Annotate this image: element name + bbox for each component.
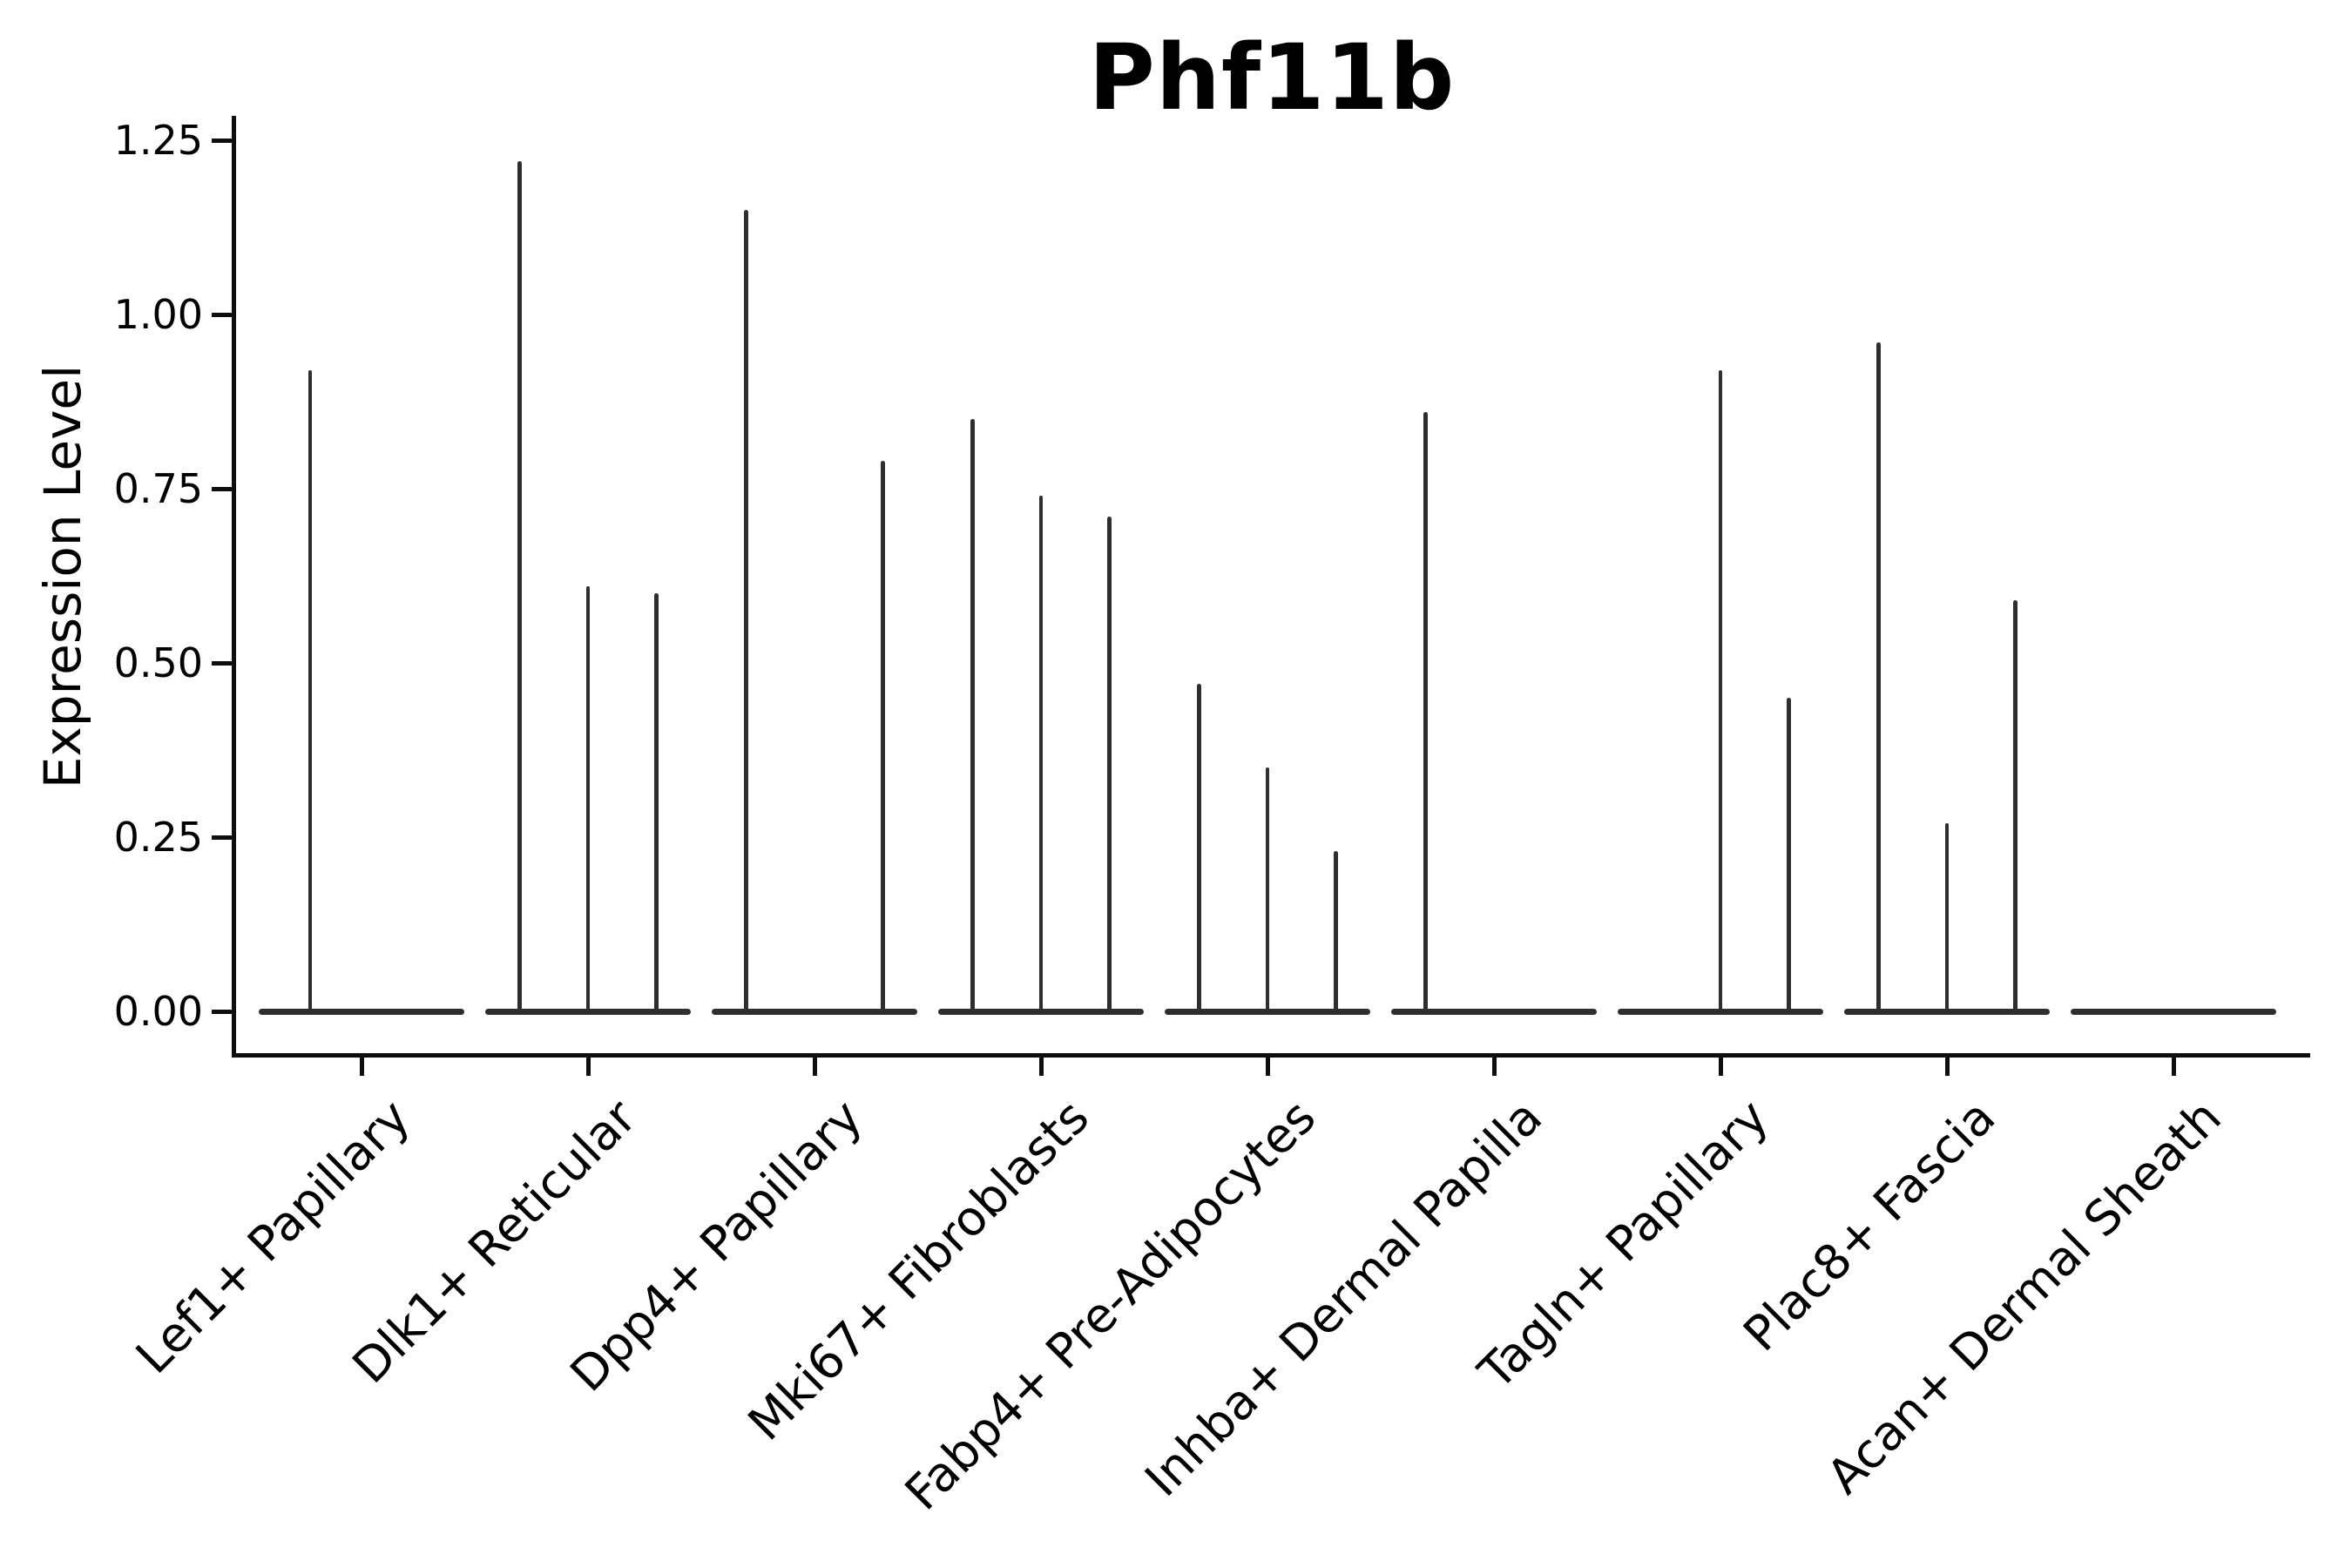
- violin-spike: [1197, 684, 1201, 1013]
- violin-baseline: [1391, 1008, 1597, 1015]
- y-tick-label: 1.00: [113, 291, 203, 338]
- y-axis-spine: [232, 116, 236, 1058]
- x-tick-label: Inhba+ Dermal Papilla: [1134, 1089, 1553, 1508]
- x-tick-mark: [1944, 1058, 1950, 1076]
- x-tick-mark: [2171, 1058, 2176, 1076]
- violin-spike: [1334, 851, 1338, 1013]
- violin-spike: [308, 370, 313, 1013]
- x-tick-mark: [585, 1058, 591, 1076]
- y-tick-mark: [212, 835, 232, 840]
- violin-spike: [517, 161, 522, 1013]
- x-tick-mark: [1038, 1058, 1044, 1076]
- violin-spike: [1876, 342, 1881, 1013]
- violin-spike: [1944, 823, 1950, 1013]
- x-tick-label: Acan+ Dermal Sheath: [1816, 1089, 2233, 1505]
- y-tick-label: 0.00: [113, 988, 203, 1035]
- chart-title: Phf11b: [1088, 24, 1456, 131]
- violin-spike: [970, 419, 975, 1013]
- violin-spike: [2013, 600, 2017, 1013]
- violin-baseline: [712, 1008, 917, 1015]
- y-tick-mark: [212, 312, 232, 317]
- violin-spike: [1787, 698, 1791, 1013]
- x-tick-mark: [1718, 1058, 1723, 1076]
- violin-spike: [585, 586, 591, 1013]
- violin-spike: [1265, 767, 1270, 1013]
- y-tick-label: 1.25: [113, 117, 203, 164]
- y-tick-mark: [212, 486, 232, 491]
- y-tick-mark: [212, 138, 232, 143]
- violin-spike: [654, 593, 659, 1013]
- x-tick-mark: [1491, 1058, 1497, 1076]
- violin-baseline: [259, 1008, 464, 1015]
- violin-spike: [744, 210, 748, 1013]
- violin-spike: [1038, 496, 1044, 1013]
- violin-spike: [1423, 412, 1428, 1013]
- y-tick-mark: [212, 660, 232, 666]
- y-tick-label: 0.75: [113, 465, 203, 512]
- violin-spike: [1718, 370, 1723, 1013]
- x-tick-mark: [359, 1058, 364, 1076]
- violin-baseline: [2071, 1008, 2276, 1015]
- x-tick-mark: [1265, 1058, 1270, 1076]
- y-axis-label: Expression Level: [33, 364, 92, 789]
- y-tick-label: 0.25: [113, 814, 203, 861]
- y-tick-label: 0.50: [113, 639, 203, 686]
- y-tick-mark: [212, 1009, 232, 1014]
- x-axis-spine: [232, 1053, 2310, 1058]
- x-tick-mark: [812, 1058, 817, 1076]
- violin-spike: [881, 461, 885, 1013]
- x-tick-label: Fabp4+ Pre-Adipocytes: [894, 1089, 1327, 1521]
- violin-spike: [1107, 517, 1112, 1013]
